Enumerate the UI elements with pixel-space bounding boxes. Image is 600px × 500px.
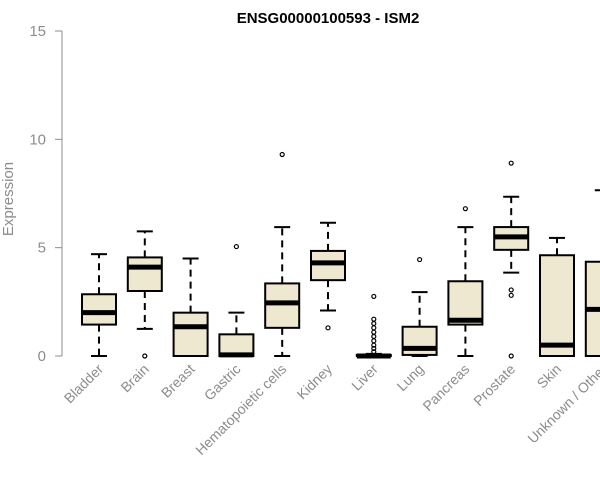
outlier-point (508, 160, 514, 166)
iqr-box (310, 249, 346, 282)
outlier-point (508, 287, 514, 293)
x-tick-label: Pancreas (419, 361, 472, 414)
x-tick-label: Lung (393, 361, 426, 394)
iqr-box (126, 256, 163, 292)
x-tick-label: Prostate (470, 361, 518, 409)
outlier-point (233, 243, 239, 250)
outlier-point (417, 256, 423, 263)
x-tick-label: Skin (534, 361, 565, 392)
iqr-box (264, 282, 301, 329)
iqr-box (81, 293, 117, 326)
box-lung (401, 256, 438, 357)
x-tick-label: Hematopoietic cells (192, 361, 289, 458)
box-prostate (493, 160, 530, 359)
outlier-point (371, 320, 377, 327)
box-skin (539, 236, 575, 357)
x-tick-label: Bladder (61, 361, 107, 407)
iqr-box (539, 254, 575, 357)
outlier-point (371, 333, 377, 340)
y-tick-label: 0 (38, 348, 46, 365)
outlier-point (142, 353, 148, 359)
box-liver (355, 293, 392, 359)
chart-title: ENSG00000100593 - ISM2 (237, 10, 420, 27)
x-tick-label: Breast (158, 361, 198, 401)
outlier-point (325, 325, 331, 331)
outlier-point (371, 293, 377, 300)
x-tick-label: Kidney (294, 361, 336, 403)
outlier-point (371, 316, 377, 322)
box-unknown-other (584, 189, 600, 357)
outlier-point (371, 325, 377, 331)
x-tick-label: Brain (117, 361, 151, 395)
y-tick-label: 15 (29, 23, 46, 40)
box-pancreas (447, 206, 484, 357)
outlier-point (371, 349, 377, 355)
y-tick-label: 5 (38, 240, 46, 257)
y-axis-label: Expression (0, 162, 17, 236)
box-gastric (218, 243, 255, 358)
outlier-point (371, 345, 377, 352)
box-hematopoietic-cells (264, 151, 301, 357)
outlier-point (508, 353, 514, 359)
box-brain (126, 230, 163, 359)
iqr-box (447, 280, 484, 326)
y-axis: 0 5 10 15 (29, 23, 62, 365)
boxes-group (81, 151, 600, 359)
iqr-box (172, 311, 209, 357)
y-tick-label: 10 (29, 131, 46, 148)
x-tick-label: Liver (348, 361, 381, 394)
outlier-point (371, 338, 377, 344)
outlier-point (279, 151, 285, 158)
x-tick-label: Gastric (201, 361, 244, 404)
outlier-point (371, 329, 377, 335)
box-breast (172, 257, 209, 357)
outlier-point (508, 292, 514, 298)
box-bladder (81, 253, 117, 357)
box-kidney (310, 221, 346, 331)
outlier-point (462, 206, 468, 212)
